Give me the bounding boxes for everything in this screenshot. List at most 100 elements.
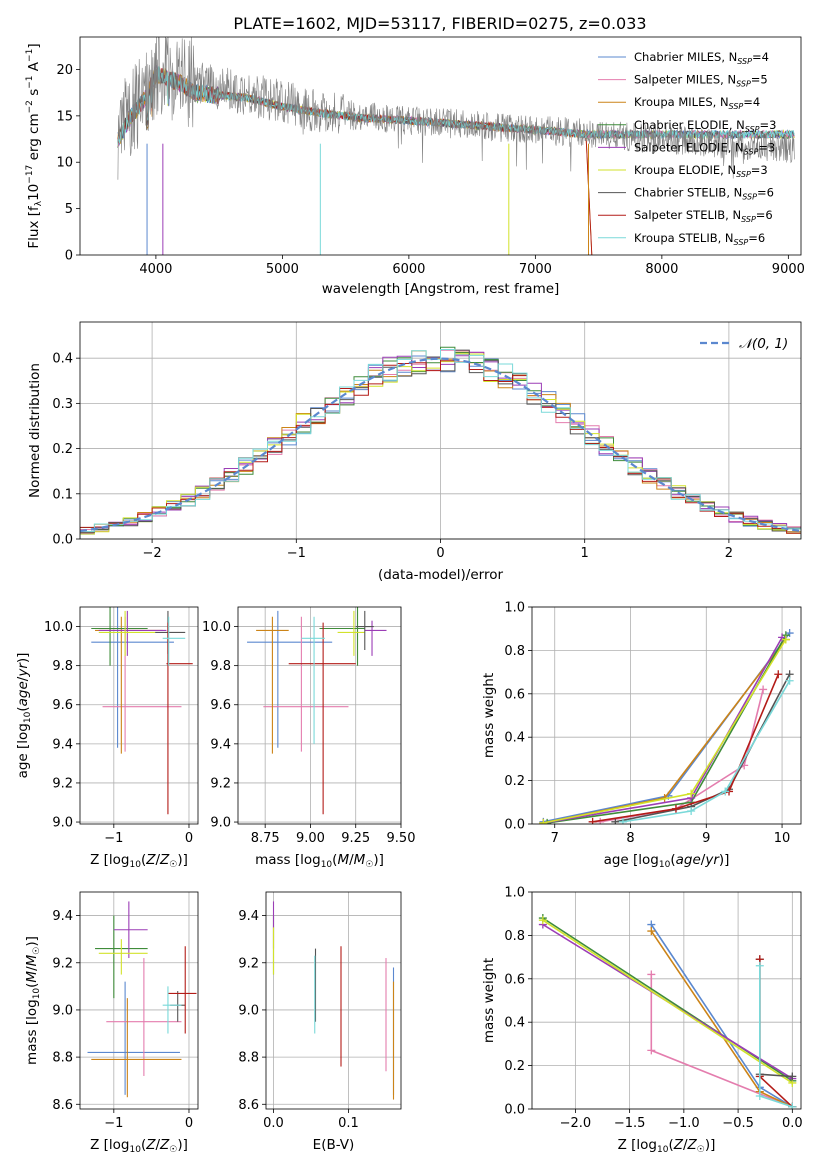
weight-marker — [781, 635, 790, 644]
weight-marker — [687, 806, 696, 815]
residual-histogram-8 — [80, 349, 801, 539]
y-tick-label: 0.0 — [504, 818, 525, 833]
legend-label: Kroupa ELODIE, NSSP=3 — [634, 163, 768, 179]
x-tick-label: −1 — [104, 1116, 123, 1131]
x-tick-label: 0 — [185, 1116, 193, 1131]
data-point — [162, 616, 186, 666]
weight-marker — [647, 970, 656, 979]
y-tick-label: 9.6 — [52, 698, 73, 713]
plot-area-spectrum — [117, 37, 795, 255]
data-point — [337, 610, 365, 656]
y-tick-label: 0.4 — [504, 731, 525, 746]
x-tick-label: 0 — [185, 831, 193, 846]
y-axis-label: age [log10(age/yr)] — [15, 653, 33, 779]
y-tick-label: 9.0 — [52, 1003, 73, 1018]
weight-line-7 — [592, 673, 780, 823]
data-point — [166, 622, 193, 815]
x-tick-label: 10 — [774, 831, 791, 846]
legend-label: Salpeter ELODIE, NSSP=3 — [634, 140, 775, 156]
y-tick-label: 9.0 — [52, 816, 73, 831]
y-tick-label: 8.8 — [52, 1051, 73, 1066]
normal-curve — [80, 357, 801, 533]
x-tick-label: 9000 — [772, 262, 805, 277]
data-point — [162, 986, 182, 1034]
y-tick-label: 0.2 — [504, 1059, 525, 1074]
plot-area-weight_vs_age — [539, 629, 794, 824]
y-tick-label: 10.0 — [202, 620, 231, 635]
data-point — [263, 616, 349, 752]
y-tick-label: 0.2 — [504, 774, 525, 789]
data-point — [91, 607, 148, 666]
x-tick-label: 9.00 — [296, 831, 325, 846]
legend-label: Chabrier ELODIE, NSSP=3 — [634, 118, 776, 134]
y-tick-label: 9.8 — [52, 659, 73, 674]
weight-marker — [721, 787, 730, 796]
y-axis-label: Flux [fλ10−17 erg cm−2 s−1 A−1] — [25, 43, 44, 248]
x-tick-label: −2.0 — [560, 1116, 592, 1131]
y-tick-label: 0 — [65, 249, 73, 264]
weight-marker — [755, 961, 764, 970]
x-tick-label: 5000 — [266, 262, 299, 277]
data-point — [98, 610, 156, 656]
x-tick-label: −0.5 — [722, 1116, 754, 1131]
plot-area-weight_vs_Z — [538, 914, 797, 1109]
weight-marker — [785, 676, 794, 685]
data-point — [288, 622, 356, 815]
weight-line-8 — [622, 680, 791, 823]
weight-line-8 — [759, 965, 793, 1108]
panel-mass_vs_EBV: 0.0 0.1 8.6 8.8 9.0 9.2 9.4 E(B-V) — [238, 891, 402, 1153]
y-tick-label: 1.0 — [504, 601, 525, 616]
y-axis-label: mass weight — [481, 958, 497, 1043]
panel-spectrum: 4000 5000 6000 7000 8000 9000 0 5 10 15 20 waveleng… — [25, 36, 805, 297]
data-point — [355, 610, 374, 651]
x-tick-label: 0.0 — [782, 1116, 803, 1131]
legend-label: 𝒩(0, 1) — [739, 336, 788, 352]
weight-marker — [539, 818, 548, 824]
x-tick-label: 7000 — [519, 262, 552, 277]
y-tick-label: 8.8 — [238, 1051, 259, 1066]
y-tick-label: 9.4 — [52, 737, 73, 752]
legend-label: Salpeter MILES, NSSP=5 — [634, 73, 768, 89]
axes-frame — [79, 36, 802, 256]
panel-weight_vs_Z: −2.0 −1.5 −1.0 −0.5 0.0 0.0 0.2 0.4 0.6 0.8 1.0 mas… — [481, 886, 803, 1156]
axes-frame — [531, 606, 802, 825]
y-tick-label: 20 — [56, 63, 73, 78]
axes-frame — [79, 891, 199, 1110]
y-tick-label: 1.0 — [504, 886, 525, 901]
data-point — [167, 946, 197, 1034]
x-tick-label: 6000 — [392, 262, 425, 277]
y-tick-label: 0.6 — [504, 972, 525, 987]
y-tick-label: 10 — [56, 156, 73, 171]
weight-marker — [759, 685, 768, 694]
weight-line-0 — [543, 632, 791, 823]
x-tick-label: 0.0 — [263, 1116, 284, 1131]
y-tick-label: 0.2 — [52, 442, 73, 457]
x-axis-label: Z [log10(Z/Z☉)] — [90, 852, 188, 870]
y-tick-label: 0.4 — [504, 1016, 525, 1031]
x-tick-label: 1 — [581, 546, 589, 561]
weight-line-1 — [600, 689, 764, 823]
y-tick-label: 9.2 — [210, 776, 231, 791]
y-tick-label: 9.4 — [210, 737, 231, 752]
data-point — [106, 958, 182, 1076]
data-point — [87, 981, 180, 1095]
y-axis-label: mass [log10(M/M☉)] — [24, 936, 42, 1065]
data-point — [91, 998, 182, 1098]
y-tick-label: 0.4 — [52, 352, 73, 367]
legend-label: Chabrier MILES, NSSP=4 — [634, 50, 769, 66]
data-point — [301, 616, 325, 744]
y-tick-label: 0.8 — [504, 644, 525, 659]
y-tick-label: 0.0 — [52, 533, 73, 548]
x-tick-label: 9 — [702, 831, 710, 846]
data-point — [102, 616, 182, 752]
data-point — [364, 620, 387, 656]
x-tick-label: 0 — [436, 546, 444, 561]
weight-marker — [687, 789, 696, 798]
x-tick-label: −1 — [104, 831, 123, 846]
x-tick-label: −2 — [143, 546, 162, 561]
weight-marker — [647, 1046, 656, 1055]
figure-title: PLATE=1602, MJD=53117, FIBERID=0275, z=0… — [233, 14, 646, 33]
y-tick-label: 0.0 — [504, 1103, 525, 1118]
data-point — [319, 607, 365, 666]
